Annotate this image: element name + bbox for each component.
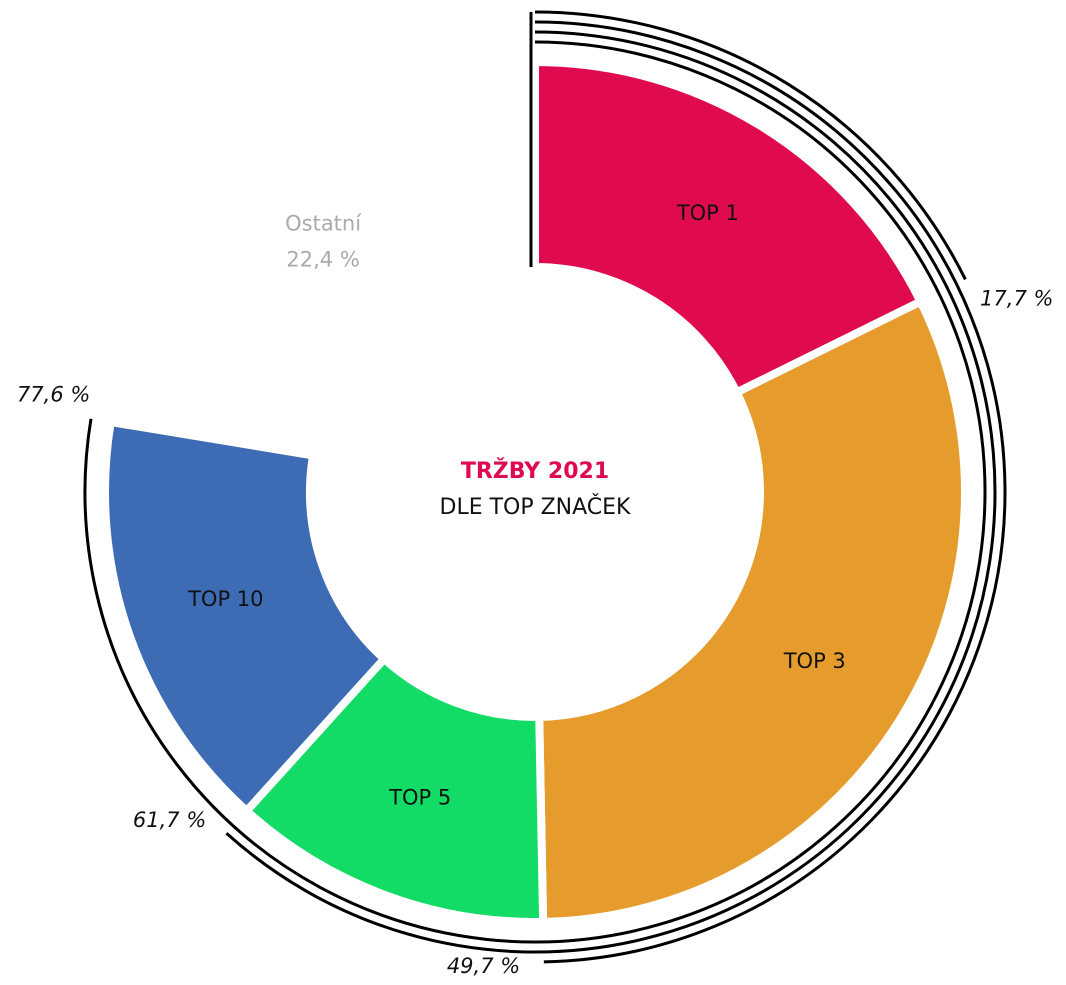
slice (240, 653, 548, 926)
other-label: Ostatní (285, 211, 362, 235)
cumulative-arc (225, 30, 997, 954)
cumulative-arc (83, 40, 987, 944)
value-label: 77,6 % (17, 383, 90, 407)
other-value-label: 22,4 % (286, 247, 359, 271)
slice (101, 417, 390, 817)
cumulative-arc (534, 10, 967, 281)
slice (531, 57, 926, 398)
slice-label: TOP 5 (388, 786, 451, 810)
chart-title: TRŽBY 2021 (461, 458, 609, 484)
slice-label: TOP 1 (676, 201, 739, 225)
slice-other (110, 62, 536, 456)
chart-subtitle: DLE TOP ZNAČEK (440, 494, 632, 520)
slice-label: TOP 10 (187, 587, 263, 611)
slice (535, 296, 969, 927)
cumulative-arc (534, 20, 1007, 964)
value-label: 61,7 % (133, 808, 206, 832)
slice-label: TOP 3 (783, 649, 846, 673)
value-label: 17,7 % (980, 286, 1053, 310)
value-label: 49,7 % (447, 954, 520, 978)
